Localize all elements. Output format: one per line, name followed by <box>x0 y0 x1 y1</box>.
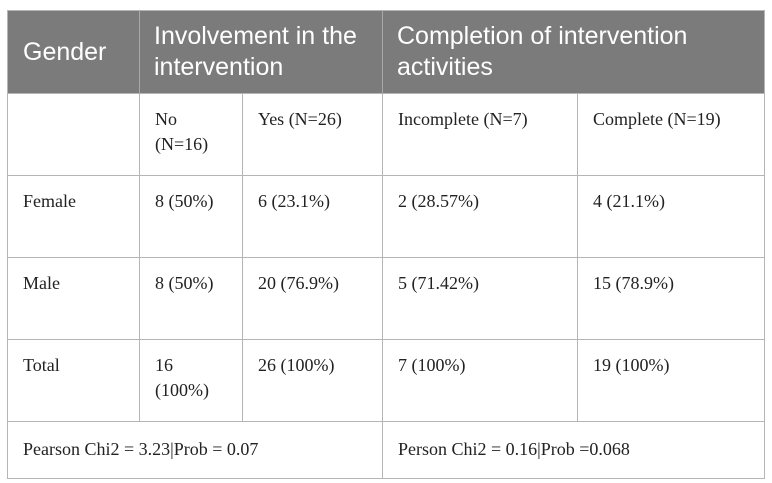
header-completion: Completion of intervention activities <box>382 10 765 94</box>
cell-no: 16 (100%) <box>139 339 243 422</box>
row-label: Total <box>7 339 140 422</box>
cell-no: 8 (50%) <box>139 175 243 258</box>
cell-complete: 4 (21.1%) <box>577 175 765 258</box>
cell-yes: 6 (23.1%) <box>242 175 383 258</box>
subheader-yes: Yes (N=26) <box>242 93 383 176</box>
cell-yes: 20 (76.9%) <box>242 257 383 340</box>
table-container: Gender Involvement in the intervention C… <box>7 10 765 479</box>
header-gender: Gender <box>7 10 140 94</box>
cell-no: 8 (50%) <box>139 257 243 340</box>
gender-intervention-table: Gender Involvement in the intervention C… <box>7 10 765 479</box>
subheader-incomplete: Incomplete (N=7) <box>382 93 578 176</box>
cell-complete: 19 (100%) <box>577 339 765 422</box>
cell-yes: 26 (100%) <box>242 339 383 422</box>
cell-incomplete: 2 (28.57%) <box>382 175 578 258</box>
cell-incomplete: 5 (71.42%) <box>382 257 578 340</box>
header-row: Gender Involvement in the intervention C… <box>7 10 765 94</box>
header-involvement: Involvement in the intervention <box>139 10 383 94</box>
footer-completion-stat: Person Chi2 = 0.16|Prob =0.068 <box>382 421 765 479</box>
cell-complete: 15 (78.9%) <box>577 257 765 340</box>
row-label: Male <box>7 257 140 340</box>
footer-row: Pearson Chi2 = 3.23|Prob = 0.07 Person C… <box>7 421 765 479</box>
footer-involvement-stat: Pearson Chi2 = 3.23|Prob = 0.07 <box>7 421 383 479</box>
row-label: Female <box>7 175 140 258</box>
table-row: Total 16 (100%) 26 (100%) 7 (100%) 19 (1… <box>7 339 765 422</box>
subheader-empty <box>7 93 140 176</box>
subheader-complete: Complete (N=19) <box>577 93 765 176</box>
table-row: Female 8 (50%) 6 (23.1%) 2 (28.57%) 4 (2… <box>7 175 765 258</box>
table-row: Male 8 (50%) 20 (76.9%) 5 (71.42%) 15 (7… <box>7 257 765 340</box>
subheader-row: No (N=16) Yes (N=26) Incomplete (N=7) Co… <box>7 93 765 176</box>
subheader-no: No (N=16) <box>139 93 243 176</box>
cell-incomplete: 7 (100%) <box>382 339 578 422</box>
